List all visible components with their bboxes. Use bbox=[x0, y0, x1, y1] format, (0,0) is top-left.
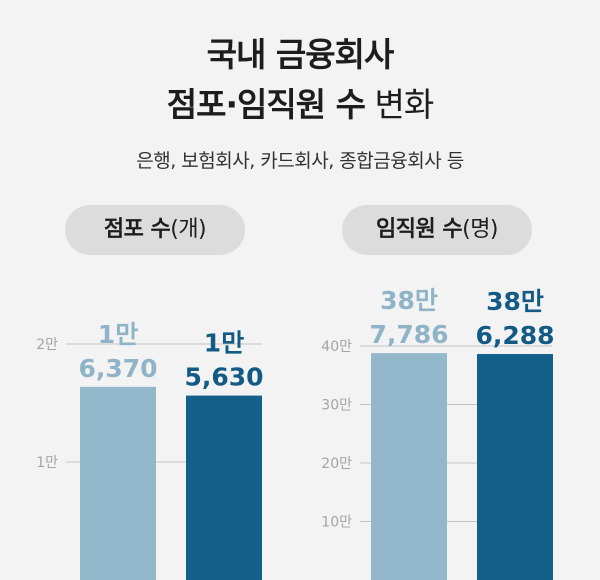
employee-tick-label: 30만 bbox=[321, 398, 352, 414]
employee-tick-label: 20만 bbox=[321, 456, 352, 472]
employee-count-unit: (명) bbox=[462, 217, 499, 242]
employee-value-label-top: 38만 bbox=[380, 286, 438, 315]
branch-bar-1 bbox=[80, 386, 156, 580]
employee-bar-1 bbox=[371, 353, 447, 580]
branch-count-title: 점포 수 bbox=[103, 217, 171, 242]
branch-value-label-top: 1만 bbox=[98, 320, 138, 349]
branch-count-pill: 점포 수(개) bbox=[65, 205, 245, 255]
employee-tick-label: 10만 bbox=[321, 515, 352, 531]
title-bold-part: 점포·임직원 수 bbox=[166, 85, 366, 124]
title-line-1: 국내 금융회사 bbox=[206, 35, 395, 74]
employee-value-label-top: 38만 bbox=[486, 287, 544, 316]
branch-tick-label: 1만 bbox=[36, 455, 58, 471]
employee-value-label-bottom: 6,288 bbox=[475, 321, 554, 350]
branch-value-label-bottom: 6,370 bbox=[78, 354, 157, 383]
employee-count-title: 임직원 수 bbox=[375, 217, 463, 242]
employee-bar-2 bbox=[477, 354, 553, 580]
branch-count-unit: (개) bbox=[170, 217, 207, 242]
branch-bar-2 bbox=[186, 395, 262, 580]
employee-value-label-bottom: 7,786 bbox=[369, 320, 448, 349]
subtitle: 은행, 보험회사, 카드회사, 종합금융회사 등 bbox=[136, 150, 464, 172]
branch-value-label-top: 1만 bbox=[204, 329, 244, 358]
branch-value-label-bottom: 5,630 bbox=[184, 363, 263, 392]
employee-tick-label: 40만 bbox=[321, 339, 352, 355]
title-light-part: 변화 bbox=[364, 85, 434, 124]
title-line-2: 점포·임직원 수 변화 bbox=[0, 78, 600, 126]
branch-tick-label: 2만 bbox=[36, 337, 58, 353]
employee-count-pill: 임직원 수(명) bbox=[342, 205, 532, 255]
